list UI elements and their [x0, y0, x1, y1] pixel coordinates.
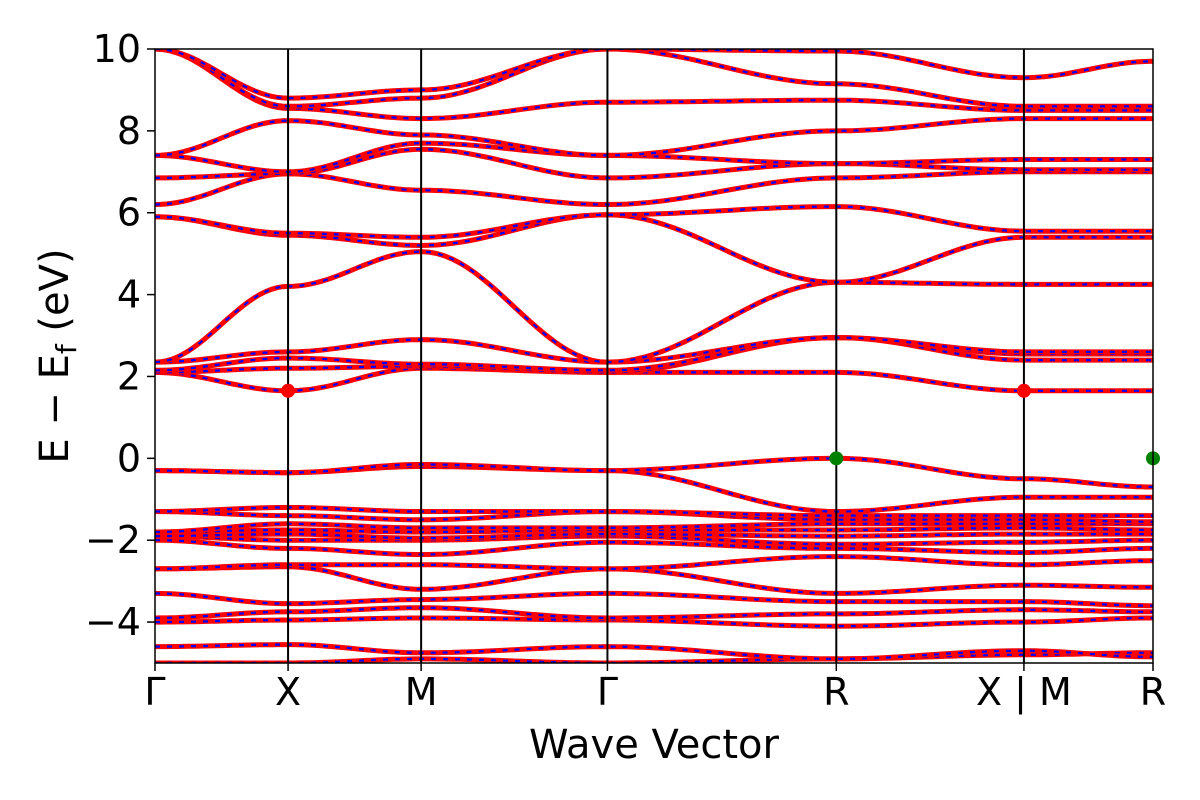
y-axis-label-sub: f: [50, 343, 83, 354]
band-spin-up: [155, 650, 1153, 663]
x-tick-label: R: [823, 670, 849, 714]
x-axis: Γ X M Γ R X | M R: [144, 663, 1166, 715]
x-tick-label: X: [275, 670, 301, 714]
y-tick-label: 10: [93, 27, 141, 71]
y-tick-label: 4: [117, 273, 141, 317]
band-spin-up: [155, 365, 1153, 394]
band-spin-down: [155, 213, 1153, 284]
band-spin-up: [155, 116, 1153, 158]
plot-frame: [154, 48, 1154, 664]
x-tick-label: Γ: [144, 670, 165, 714]
bands-layer: [155, 49, 1153, 663]
y-tick-label: 8: [117, 109, 141, 153]
y-axis-label-unit: (eV): [32, 248, 78, 344]
x-axis-label: Wave Vector: [529, 722, 780, 768]
y-tick-label: −2: [85, 518, 141, 562]
x-tick-label: X | M: [976, 670, 1072, 715]
band-spin-down: [155, 49, 1153, 100]
y-tick-label: 0: [117, 436, 141, 480]
band-spin-up: [155, 590, 1153, 609]
band-spin-up: [155, 212, 1153, 285]
y-tick-label: 2: [117, 354, 141, 398]
band-spin-down: [155, 117, 1153, 157]
band-spin-up: [155, 249, 1153, 365]
band-spin-up: [155, 605, 1153, 621]
band-spin-down: [155, 250, 1153, 364]
vbm-marker: [829, 451, 844, 466]
band-spin-up: [155, 49, 1153, 101]
cbm-marker: [281, 383, 296, 398]
y-axis: 10 8 6 4 2 0 −2 −4: [85, 27, 155, 644]
kpoint-lines: [287, 49, 1025, 663]
extrema-markers: [281, 383, 1160, 466]
y-axis-label: E − Ef (eV): [32, 248, 83, 463]
y-tick-label: 6: [117, 191, 141, 235]
cbm-marker: [1016, 383, 1031, 398]
x-tick-label: R: [1140, 670, 1166, 714]
band-spin-up: [155, 564, 1153, 596]
y-tick-label: −4: [85, 600, 141, 644]
x-tick-label: Γ: [597, 670, 618, 714]
y-axis-label-main: E − E: [32, 354, 78, 464]
band-spin-up: [155, 554, 1153, 572]
x-tick-label: M: [405, 670, 438, 714]
